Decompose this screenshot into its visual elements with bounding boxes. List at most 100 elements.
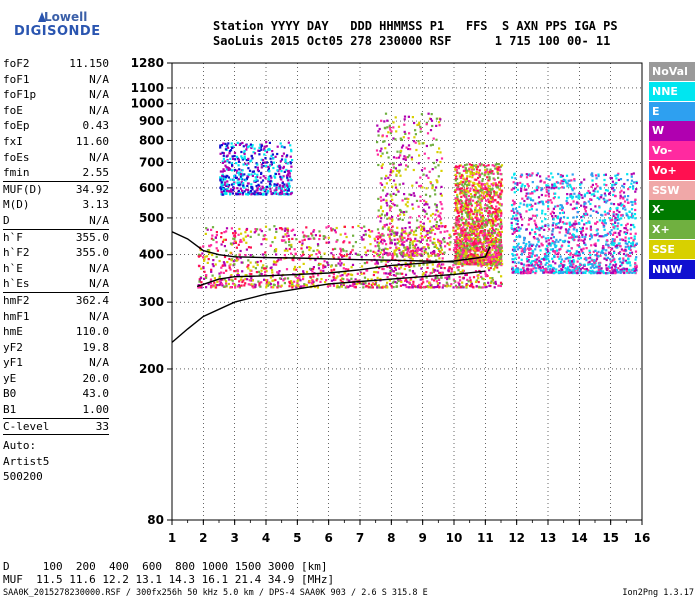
echo-point — [413, 230, 416, 233]
echo-point — [466, 207, 469, 210]
echo-point — [395, 156, 398, 160]
echo-point — [241, 158, 244, 161]
echo-point — [598, 235, 601, 238]
echo-point — [492, 172, 495, 175]
echo-point — [263, 234, 267, 237]
echo-point — [272, 166, 275, 170]
echo-point — [371, 283, 375, 286]
echo-point — [330, 265, 333, 268]
echo-point — [567, 179, 570, 182]
echo-point — [462, 277, 465, 280]
echo-point — [249, 261, 252, 264]
echo-point — [341, 274, 344, 277]
echo-point — [376, 241, 379, 244]
echo-point — [439, 217, 443, 220]
echo-point — [601, 221, 604, 224]
echo-point — [560, 258, 564, 261]
echo-point — [302, 278, 305, 281]
echo-point — [229, 191, 232, 194]
echo-point — [513, 230, 516, 234]
echo-point — [488, 284, 491, 287]
echo-point — [378, 254, 381, 257]
echo-point — [456, 248, 459, 251]
param-name: h`F — [3, 230, 23, 244]
echo-point — [612, 243, 615, 246]
param-row-h-f2: h`F2 355.0 — [3, 245, 109, 261]
echo-point — [614, 174, 617, 177]
echo-point — [456, 218, 459, 221]
panel-separator — [3, 180, 109, 182]
echo-point — [274, 176, 277, 179]
parameter-panel: foF2 11.150 foF1 N/A foF1p N/A foE N/A foEp 0.43 f… — [3, 56, 109, 485]
echo-point — [575, 195, 578, 198]
echo-point — [467, 182, 470, 185]
param-row-d: D N/A — [3, 213, 109, 229]
echo-point — [488, 194, 491, 197]
echo-point — [471, 218, 474, 221]
echo-point — [458, 217, 461, 220]
echo-point — [222, 152, 225, 155]
echo-point — [436, 210, 440, 213]
echo-point — [473, 173, 476, 176]
echo-point — [237, 164, 240, 167]
echo-point — [630, 223, 633, 227]
echo-point — [488, 269, 491, 272]
echo-point — [583, 238, 586, 241]
echo-point — [211, 285, 214, 288]
x-tick-label: 1 — [168, 531, 176, 545]
echo-point — [476, 260, 479, 263]
echo-point — [486, 254, 489, 257]
echo-point — [205, 274, 208, 277]
echo-point — [482, 278, 485, 281]
echo-point — [491, 277, 494, 280]
echo-point — [495, 241, 498, 244]
echo-point — [479, 203, 482, 206]
echo-point — [394, 268, 397, 271]
echo-point — [525, 228, 528, 231]
y-tick-label: 300 — [139, 295, 164, 309]
echo-point — [466, 209, 469, 212]
echo-point — [567, 230, 570, 233]
echo-point — [409, 216, 412, 219]
echo-point — [478, 246, 482, 249]
echo-point — [518, 246, 521, 249]
echo-point — [426, 258, 429, 261]
echo-point — [408, 231, 411, 234]
echo-point — [484, 259, 488, 262]
echo-point — [459, 254, 462, 257]
echo-point — [487, 179, 490, 182]
echo-point — [485, 218, 488, 221]
echo-point — [437, 121, 441, 124]
echo-point — [545, 251, 548, 254]
echo-point — [418, 185, 421, 188]
echo-point — [576, 269, 579, 272]
echo-point — [420, 267, 423, 270]
echo-point — [524, 271, 527, 274]
echo-point — [266, 284, 270, 287]
echo-point — [388, 143, 391, 146]
echo-point — [634, 265, 637, 268]
echo-point — [496, 223, 499, 226]
echo-point — [458, 202, 461, 205]
echo-point — [284, 158, 287, 161]
echo-point — [415, 199, 419, 202]
echo-point — [499, 172, 502, 176]
echo-point — [230, 190, 233, 193]
echo-point — [476, 211, 479, 214]
echo-point — [383, 186, 386, 189]
echo-point — [557, 240, 560, 243]
echo-point — [541, 209, 544, 212]
plot-frame — [171, 62, 643, 521]
echo-point — [598, 267, 601, 270]
echo-point — [238, 171, 241, 174]
echo-point — [603, 200, 606, 203]
echo-point — [280, 170, 283, 173]
echo-point — [345, 274, 348, 277]
echo-point — [422, 281, 425, 284]
echo-point — [497, 176, 500, 179]
param-value: 362.4 — [75, 293, 109, 307]
echo-point — [490, 224, 493, 227]
echo-point — [312, 266, 315, 269]
echo-point — [582, 247, 585, 250]
param-value: N/A — [89, 72, 109, 86]
